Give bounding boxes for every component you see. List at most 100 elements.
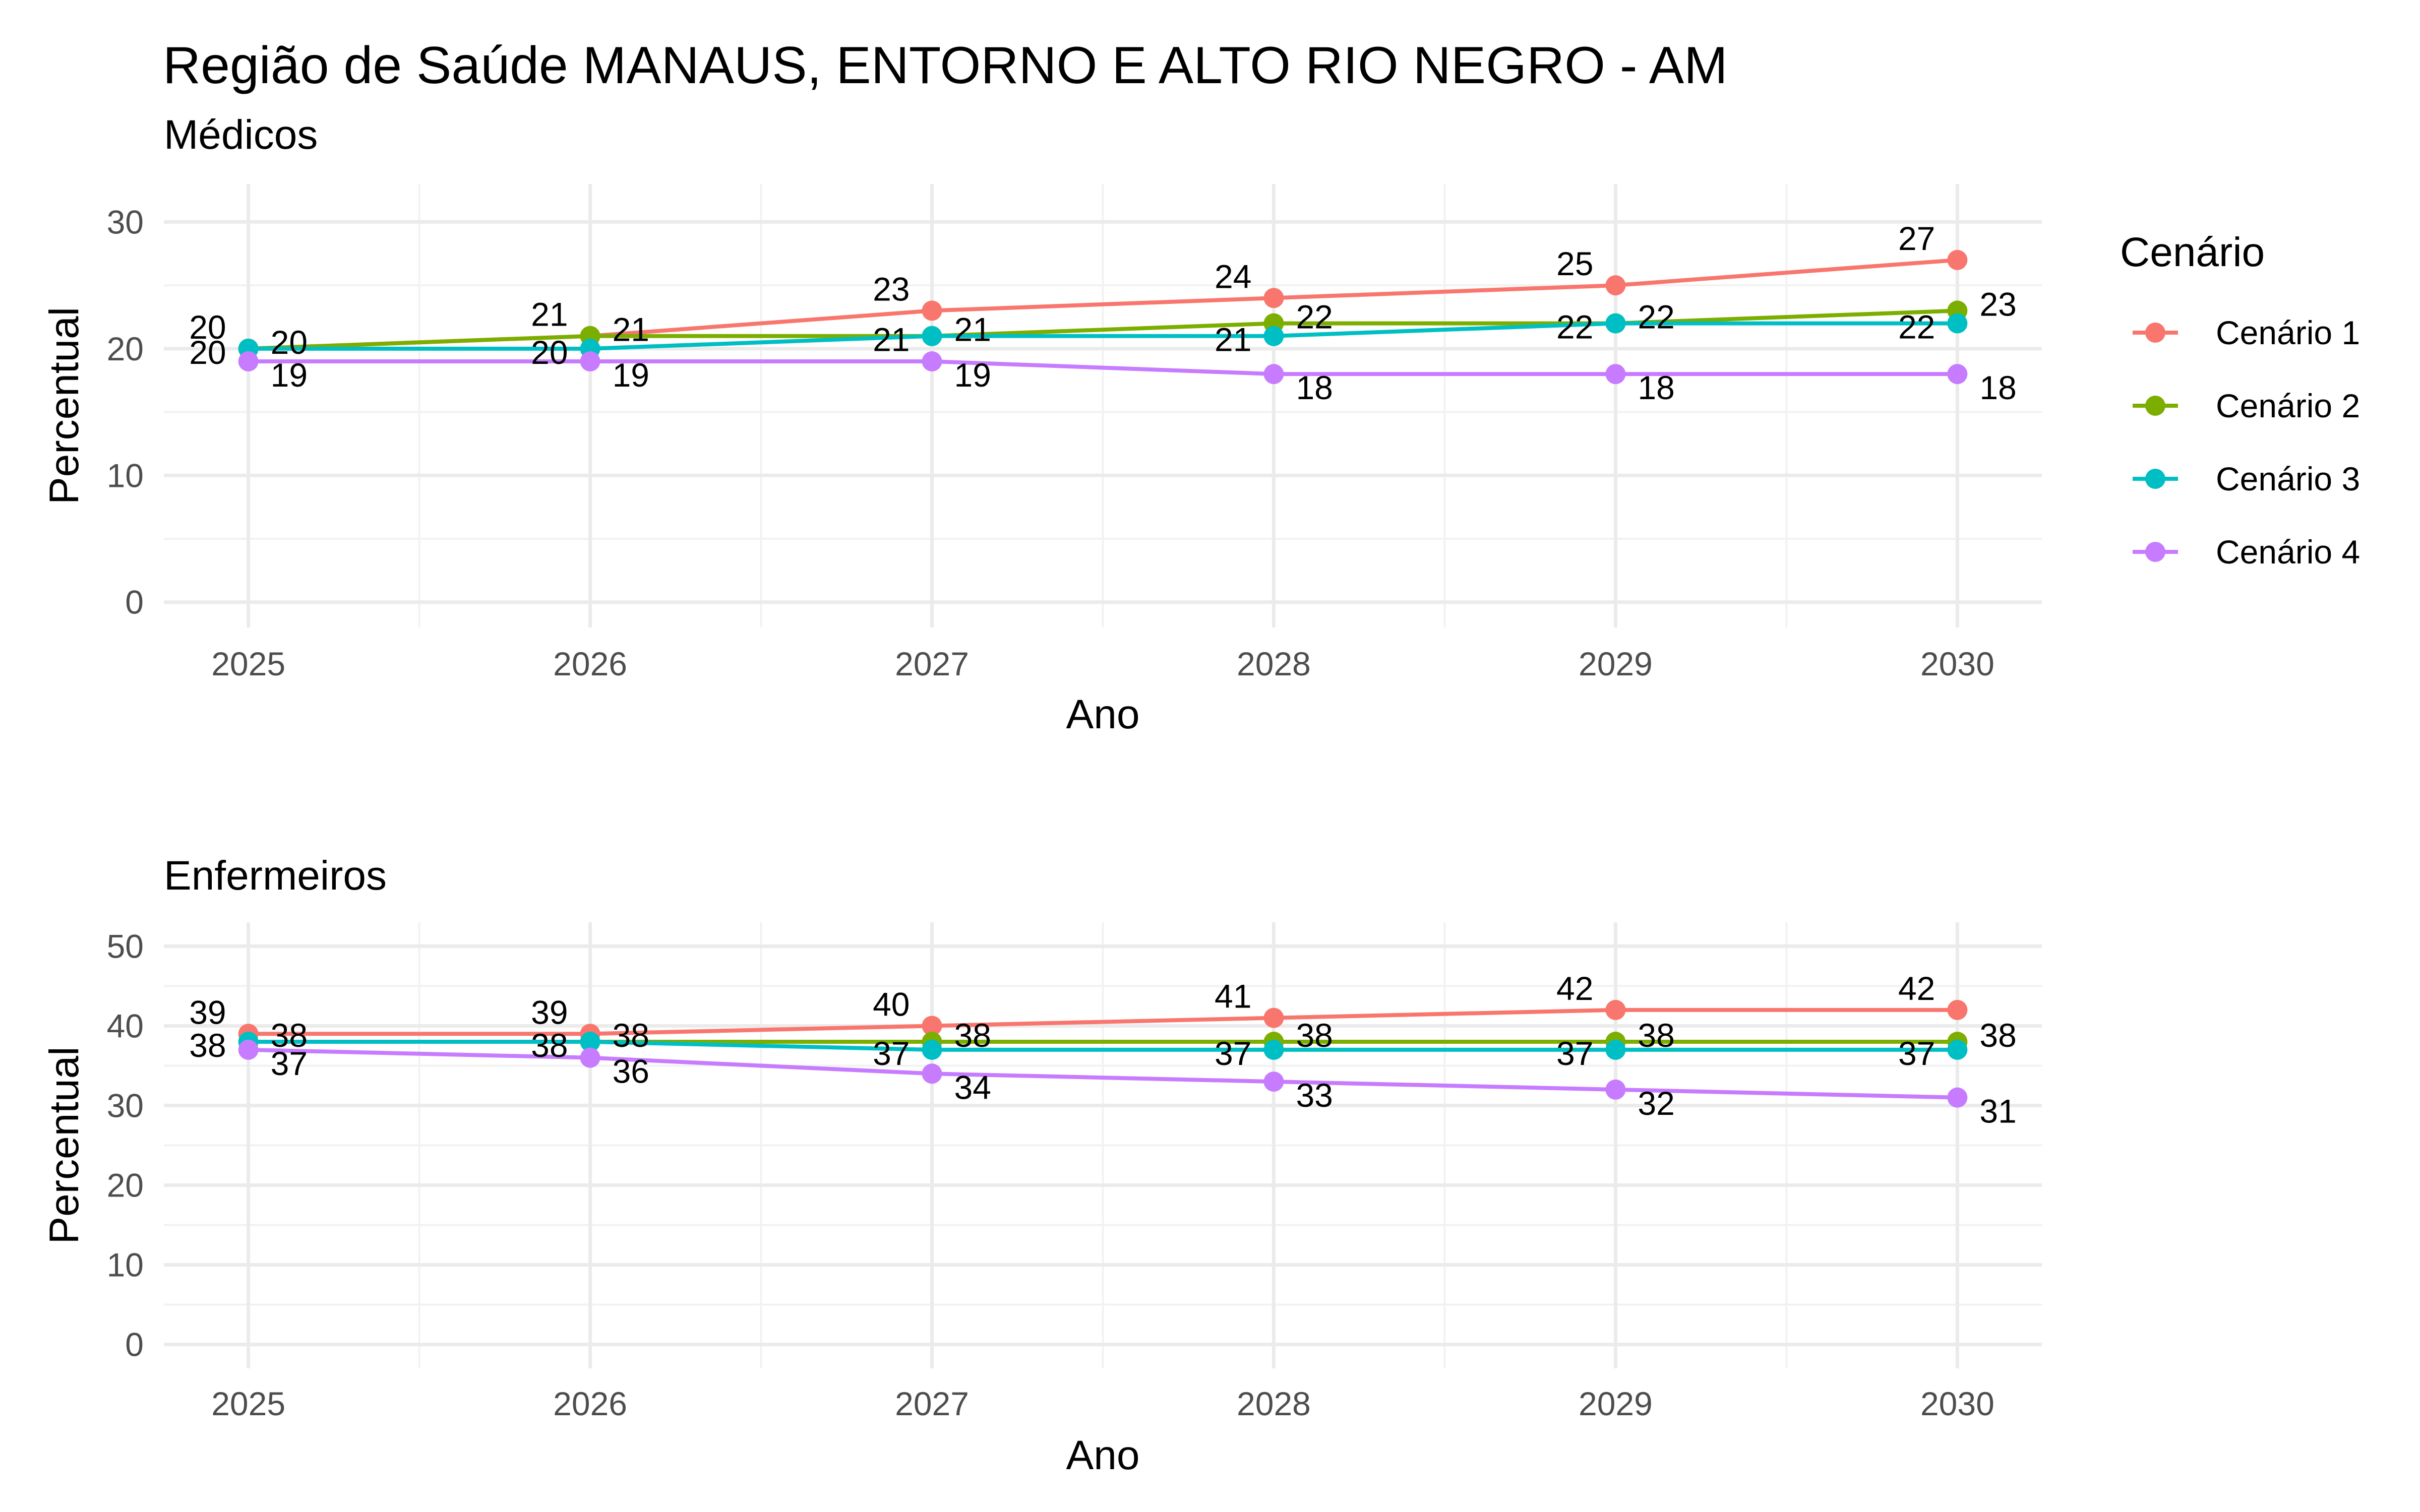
y-tick-label: 10 [107, 1246, 144, 1284]
data-point [1947, 1087, 1968, 1108]
data-label: 38 [189, 1027, 226, 1064]
legend-item: Cenário 3 [2133, 460, 2360, 497]
data-point [1947, 1039, 1968, 1060]
data-label: 18 [1296, 369, 1333, 406]
data-label: 19 [954, 356, 991, 394]
series-line-2 [248, 308, 1958, 351]
data-label: 20 [531, 334, 568, 371]
legend-label: Cenário 2 [2216, 387, 2360, 424]
data-label: 22 [1638, 298, 1674, 336]
legend-item: Cenário 2 [2133, 387, 2360, 424]
data-point [1263, 364, 1284, 385]
data-label: 38 [613, 1017, 649, 1054]
data-label: 27 [1898, 220, 1935, 257]
data-label: 24 [1215, 258, 1251, 295]
x-tick-label: 2025 [211, 1385, 285, 1422]
legend-key-point [2145, 396, 2165, 416]
data-label: 23 [1979, 285, 2016, 323]
data-point [922, 351, 942, 371]
x-tick-label: 2025 [211, 645, 285, 682]
series-line-3 [248, 321, 1958, 351]
data-label: 22 [1556, 308, 1593, 346]
x-tick-label: 2027 [895, 1385, 969, 1422]
data-point [922, 326, 942, 346]
data-label: 20 [271, 324, 308, 361]
data-label: 38 [531, 1027, 568, 1064]
y-tick-label: 40 [107, 1007, 144, 1044]
legend-key-point [2145, 323, 2165, 343]
data-label: 40 [873, 985, 910, 1023]
y-tick-label: 0 [125, 1326, 144, 1363]
data-label: 42 [1556, 970, 1593, 1007]
data-point [580, 351, 600, 371]
data-point [1947, 313, 1968, 334]
y-tick-label: 50 [107, 927, 144, 965]
x-tick-label: 2028 [1237, 645, 1311, 682]
data-point [1605, 1079, 1626, 1100]
legend-key-point [2145, 469, 2165, 489]
data-label: 42 [1898, 970, 1935, 1007]
data-point [1263, 326, 1284, 346]
x-tick-label: 2030 [1920, 645, 1994, 682]
data-label: 21 [873, 321, 910, 358]
y-tick-label: 30 [107, 203, 144, 240]
series-line-1 [248, 1007, 1958, 1036]
data-label: 38 [271, 1017, 308, 1054]
data-label: 38 [1296, 1017, 1333, 1054]
x-axis-title: Ano [1066, 1432, 1140, 1478]
y-axis-title: Percentual [41, 1046, 87, 1244]
series-line-4 [248, 1047, 1958, 1100]
data-point [1263, 1007, 1284, 1028]
data-point [1605, 275, 1626, 296]
data-label: 19 [613, 356, 649, 394]
data-label: 18 [1979, 369, 2016, 406]
data-point [1605, 1039, 1626, 1060]
data-point [580, 1047, 600, 1068]
series-line-3 [248, 1040, 1958, 1052]
data-label: 21 [531, 296, 568, 333]
legend: Cenário Cenário 1 Cenário 2 Cenário 3 Cenár… [2120, 229, 2360, 571]
data-label: 33 [1296, 1077, 1333, 1114]
data-label: 37 [271, 1045, 308, 1082]
data-point [1263, 1039, 1284, 1060]
x-tick-label: 2026 [553, 1385, 627, 1422]
y-tick-label: 30 [107, 1087, 144, 1124]
x-tick-label: 2026 [553, 645, 627, 682]
y-tick-label: 20 [107, 330, 144, 367]
x-tick-label: 2030 [1920, 1385, 1994, 1422]
data-label: 19 [271, 356, 308, 394]
data-label: 37 [1215, 1035, 1251, 1072]
x-tick-label: 2029 [1579, 1385, 1653, 1422]
data-label: 21 [954, 311, 991, 348]
data-point [1947, 364, 1968, 385]
legend-label: Cenário 3 [2216, 460, 2360, 497]
data-label: 38 [1638, 1017, 1674, 1054]
legend-label: Cenário 1 [2216, 314, 2360, 351]
data-label: 21 [1215, 321, 1251, 358]
data-point [1605, 313, 1626, 334]
x-tick-label: 2027 [895, 645, 969, 682]
data-label: 31 [1979, 1093, 2016, 1130]
y-axis-title: Percentual [41, 307, 87, 505]
data-label: 37 [1556, 1035, 1593, 1072]
legend-label: Cenário 4 [2216, 533, 2360, 571]
series-line-4 [248, 359, 1958, 376]
legend-key-point [2145, 542, 2165, 562]
data-point [1947, 999, 1968, 1020]
data-label: 22 [1296, 298, 1333, 336]
data-point [922, 1039, 942, 1060]
data-point [580, 1032, 600, 1052]
data-point [1605, 364, 1626, 385]
data-label: 39 [531, 993, 568, 1031]
data-point [922, 300, 942, 321]
y-tick-label: 20 [107, 1167, 144, 1204]
data-label: 36 [613, 1053, 649, 1090]
x-axis-title: Ano [1066, 691, 1140, 737]
chart-title: Região de Saúde MANAUS, ENTORNO E ALTO R… [163, 36, 1728, 95]
data-label: 22 [1898, 308, 1935, 346]
data-point [922, 1016, 942, 1036]
data-label: 18 [1638, 369, 1674, 406]
